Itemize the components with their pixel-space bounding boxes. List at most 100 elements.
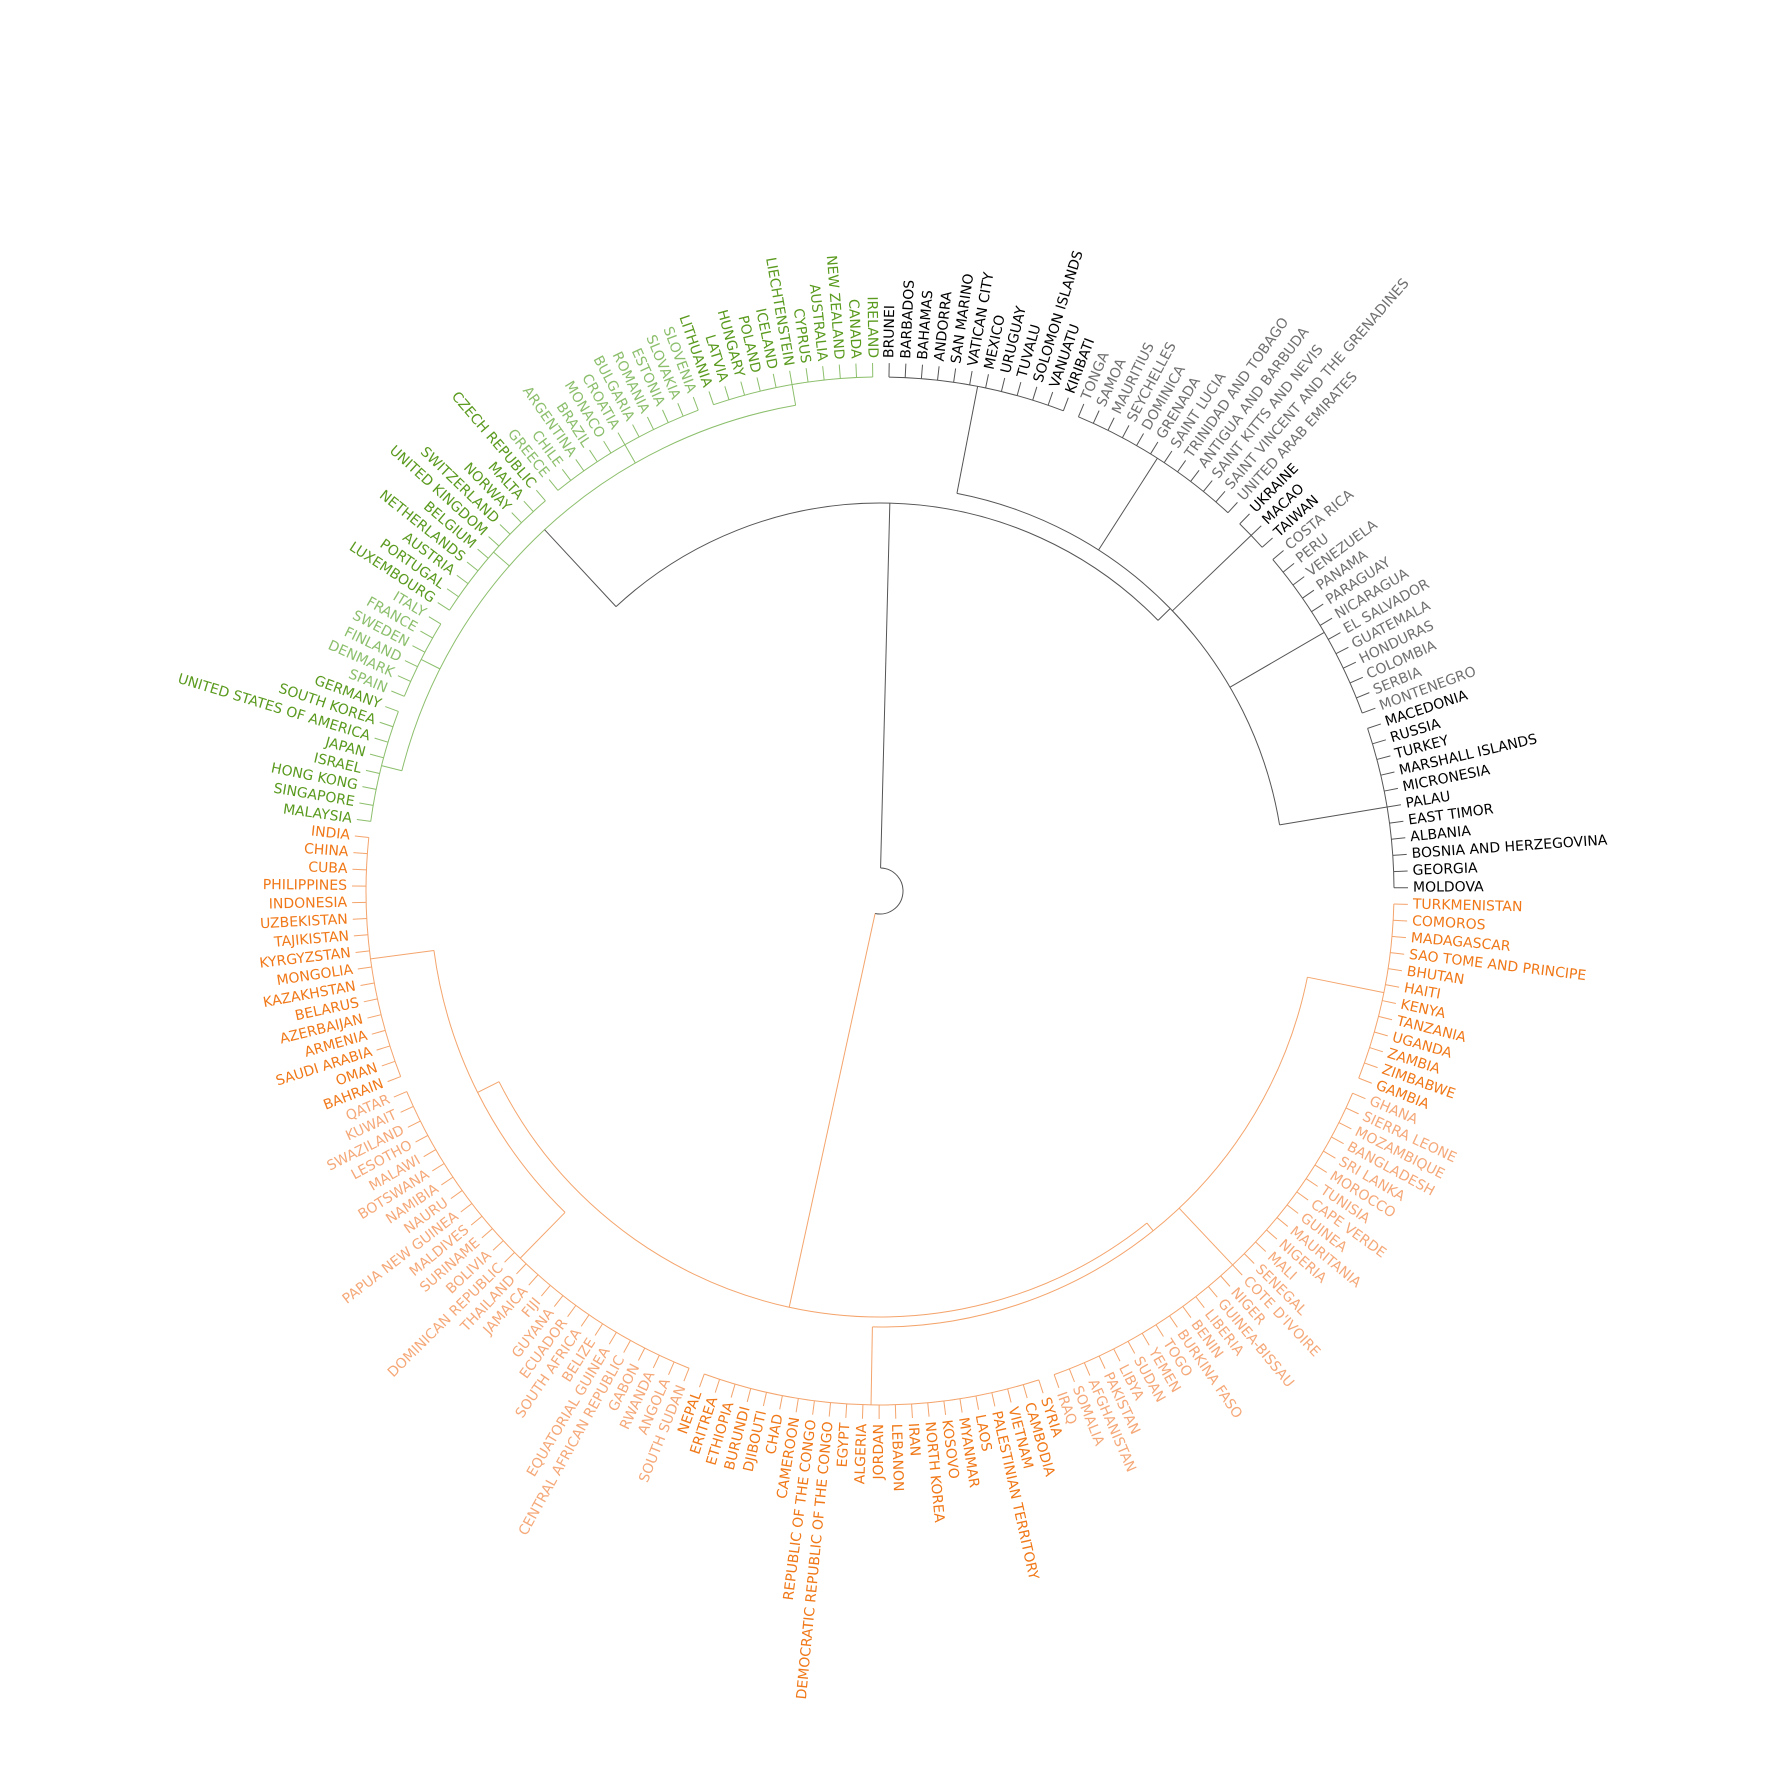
leaf-branch — [1272, 550, 1284, 560]
leaf-label: KOSOVO — [938, 1419, 961, 1480]
leaf-branch — [567, 1305, 577, 1317]
leaf-branch — [423, 1149, 437, 1158]
leaf-branch — [1343, 661, 1357, 669]
leaf-label: BRUNEI — [881, 305, 898, 358]
leaf-branch — [481, 1228, 493, 1239]
leaf-branch — [828, 1402, 832, 1417]
branch — [519, 1212, 566, 1259]
leaf-branch — [356, 818, 371, 822]
leaf-branch — [1338, 1122, 1352, 1130]
leaf-branch — [845, 1403, 848, 1418]
leaf-branch — [662, 409, 669, 423]
leaf-label: TURKMENISTAN — [1412, 896, 1523, 915]
leaf-branch — [391, 690, 405, 697]
leaf-label: PAPUA NEW GUINEA — [340, 1208, 462, 1307]
leaf-branch — [1068, 1368, 1075, 1383]
branch — [1098, 457, 1158, 551]
leaf-branch — [1127, 1340, 1136, 1354]
leaf-branch — [400, 1105, 414, 1113]
leaf-branch — [371, 1029, 386, 1035]
leaf-branch — [623, 1340, 631, 1353]
leaf-branch — [724, 386, 730, 400]
leaf-branch — [594, 1323, 604, 1336]
leaf-label: MOLDOVA — [1413, 879, 1484, 895]
leaf-branch — [511, 512, 522, 524]
leaf-branch — [1390, 952, 1405, 955]
branch — [1279, 806, 1388, 826]
leaf-branch — [387, 1076, 401, 1083]
leaf-branch — [683, 1368, 690, 1382]
leaf-branch — [943, 1400, 947, 1415]
leaf-branch — [437, 602, 450, 611]
leaf-branch — [1032, 386, 1038, 401]
leaf-branch — [1000, 377, 1006, 392]
leaf-branch — [499, 524, 511, 535]
leaf-label: EGYPT — [835, 1422, 854, 1468]
leaf-branch — [412, 645, 426, 653]
leaf-branch — [1038, 1379, 1044, 1394]
leaf-branch — [1047, 391, 1054, 406]
leaf-branch — [1374, 1031, 1388, 1037]
leaf-branch — [740, 381, 746, 396]
leaf-branch — [420, 630, 433, 639]
root-branch — [880, 503, 891, 869]
leaf-branch — [991, 1392, 996, 1407]
leaf-branch — [911, 1403, 913, 1419]
leaf-branch — [1380, 771, 1395, 776]
subcluster-arc — [888, 376, 1064, 412]
leaf-branch — [1220, 1275, 1231, 1287]
leaf-branch — [632, 424, 640, 438]
leaf-branch — [1177, 460, 1187, 473]
leaf-label: UZBEKISTAN — [260, 912, 348, 933]
leaf-branch — [1083, 1362, 1091, 1376]
leaf-branch — [1150, 441, 1159, 455]
leaf-branch — [1207, 1286, 1218, 1298]
leaf-branch — [937, 366, 940, 381]
branch — [791, 384, 797, 406]
leaf-branch — [575, 459, 585, 472]
branch — [477, 1081, 500, 1093]
leaf-branch — [523, 500, 534, 512]
leaf-branch — [1352, 1092, 1366, 1100]
leaf-branch — [1053, 1374, 1060, 1388]
leaf-label: COMOROS — [1412, 913, 1486, 933]
leaf-branch — [603, 440, 612, 454]
leaf-branch — [1391, 837, 1406, 840]
leaf-label: SAINT VINCENT AND THE GRENADINES — [1222, 276, 1412, 493]
subcluster-arc — [406, 1091, 690, 1369]
leaf-branch — [441, 1176, 454, 1186]
leaf-branch — [1121, 425, 1130, 438]
branch — [381, 765, 403, 772]
leaf-branch — [1389, 820, 1404, 824]
node-arc — [498, 1081, 1148, 1318]
leaf-branch — [1163, 450, 1173, 463]
leaf-branch — [1369, 1047, 1384, 1053]
leaf-branch — [1376, 755, 1391, 760]
leaf-branch — [1232, 1264, 1243, 1276]
leaf-branch — [1331, 1136, 1344, 1145]
leaf-label: JORDAN — [871, 1424, 887, 1480]
leaf-branch — [1372, 739, 1387, 745]
leaf-branch — [1292, 576, 1305, 586]
leaf-branch — [580, 1314, 590, 1327]
root-arc — [874, 867, 904, 915]
leaf-branch — [1392, 853, 1407, 856]
root-branch — [788, 913, 876, 1308]
leaf-branch — [385, 706, 399, 712]
leaf-branch — [1092, 410, 1100, 424]
leaf-branch — [1323, 1150, 1336, 1159]
leaf-branch — [772, 373, 777, 388]
leaf-label: CHAD — [763, 1413, 786, 1456]
leaf-branch — [376, 1045, 391, 1051]
leaf-branch — [359, 802, 374, 806]
leaf-branch — [1227, 502, 1238, 514]
leaf-branch — [1364, 1062, 1378, 1069]
leaf-label: CHINA — [303, 841, 349, 860]
leaf-branch — [617, 432, 626, 446]
leaf-branch — [352, 868, 367, 871]
leaf-branch — [516, 1263, 527, 1275]
leaf-branch — [1022, 1384, 1028, 1399]
leaf-branch — [637, 1347, 646, 1361]
leaf-branch — [822, 366, 825, 381]
